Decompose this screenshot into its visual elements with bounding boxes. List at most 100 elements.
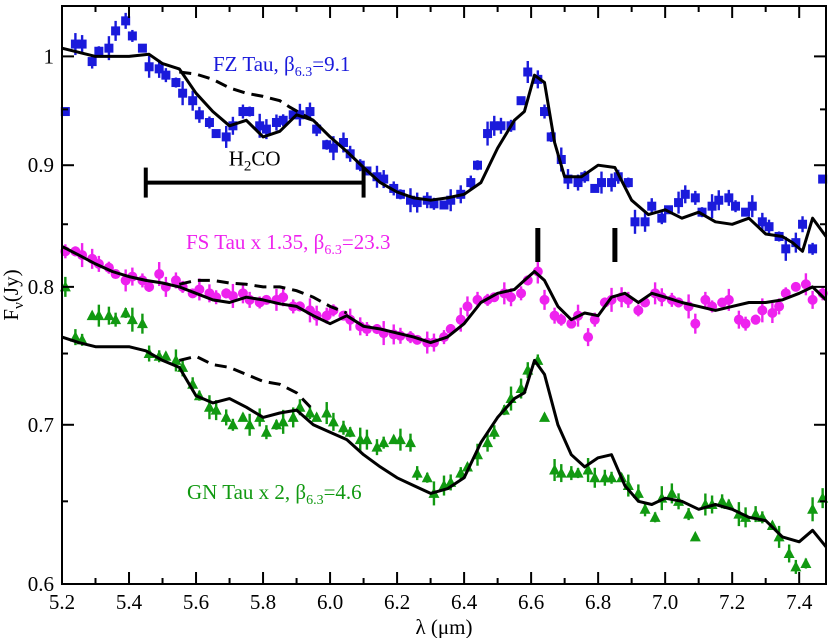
data-point [747,201,757,211]
data-point [170,275,181,286]
data-point [462,301,473,312]
series-label-gn-value: =4.6 [324,480,362,504]
data-point [237,411,249,422]
data-point [766,519,778,530]
data-point [60,107,70,117]
data-point [473,160,483,170]
data-point [639,503,651,514]
y-tick-label: 0.9 [28,153,54,177]
data-point [723,294,734,305]
data-point [583,332,594,343]
data-point [716,495,728,506]
data-point [404,436,416,448]
data-point [750,314,761,325]
data-point [640,217,650,227]
x-tick-label: 7.0 [652,590,678,614]
data-point [238,107,248,117]
data-point [379,174,389,184]
data-point [489,121,499,131]
data-point [466,178,476,188]
data-point [103,309,115,321]
data-point [244,418,256,430]
data-point [516,96,526,106]
data-point [361,433,373,445]
data-point [321,310,332,321]
data-point [506,292,517,303]
data-point [697,207,707,217]
y-tick-label: 0.7 [28,413,54,437]
model-line [61,245,828,345]
x-tick-label: 6.4 [451,590,478,614]
data-point [781,244,791,254]
data-point [607,178,617,188]
x-tick-label: 5.2 [49,590,75,614]
series-fz-tau [60,12,828,261]
h2co-label-main: H [229,147,244,171]
data-point [455,314,466,325]
data-point [700,294,711,305]
x-tick-label: 5.6 [183,590,209,614]
data-point [807,294,818,305]
data-point [270,418,282,430]
data-point [87,57,97,67]
data-point [808,244,818,254]
y-tick-label: 0.6 [28,572,54,596]
data-point [556,314,567,325]
h2co-label-subscript: 2 [244,159,252,175]
data-point [211,129,221,139]
data-point [633,305,644,316]
data-point [590,183,600,193]
x-tick-label: 5.8 [250,590,276,614]
data-point [204,118,214,128]
x-tick-label: 7.4 [786,590,813,614]
data-point [546,132,556,142]
data-point [540,107,550,117]
data-point [245,107,255,117]
data-point [327,415,339,427]
data-point [455,467,467,478]
data-point [378,436,390,448]
series-label-gn-main: GN Tau x 2, β [187,480,306,504]
data-point [773,530,785,542]
data-point [120,307,132,318]
series-label-fs-subscript: 6.3 [324,243,342,258]
data-point [261,124,271,134]
data-point [237,288,248,299]
data-point [446,195,456,205]
data-point [632,487,644,498]
data-point [556,154,566,164]
data-point [582,464,594,475]
data-point [411,467,423,478]
data-point [807,503,819,514]
model-dashed-line [178,354,315,412]
data-point [170,354,182,365]
data-point [818,174,828,184]
series-label-gn-subscript: 6.3 [306,493,324,508]
data-point [596,178,606,188]
series-label-fz-main: FZ Tau, β [213,52,295,76]
data-point [271,118,281,128]
data-point [203,401,215,412]
x-tick-label: 6.0 [317,590,343,614]
data-point [127,31,137,41]
series-label-fs-tau: FS Tau x 1.35, β6.3=23.3 [186,230,390,258]
x-tick-label: 5.4 [116,590,143,614]
data-point [305,107,315,117]
data-point [93,309,105,321]
series-label-fz-subscript: 6.3 [295,65,313,80]
data-point [154,64,164,74]
data-point [104,43,114,53]
y-tick-label: 0.8 [28,275,54,299]
data-point [798,219,808,229]
data-point [800,557,812,569]
data-point [714,195,724,205]
data-point [741,207,751,217]
data-point [572,467,584,478]
data-point [666,487,678,498]
series-fs-tau [60,243,828,354]
data-point [589,471,601,483]
data-point [321,407,333,418]
data-point [731,201,741,211]
data-point [288,110,298,120]
model-line [61,46,828,253]
